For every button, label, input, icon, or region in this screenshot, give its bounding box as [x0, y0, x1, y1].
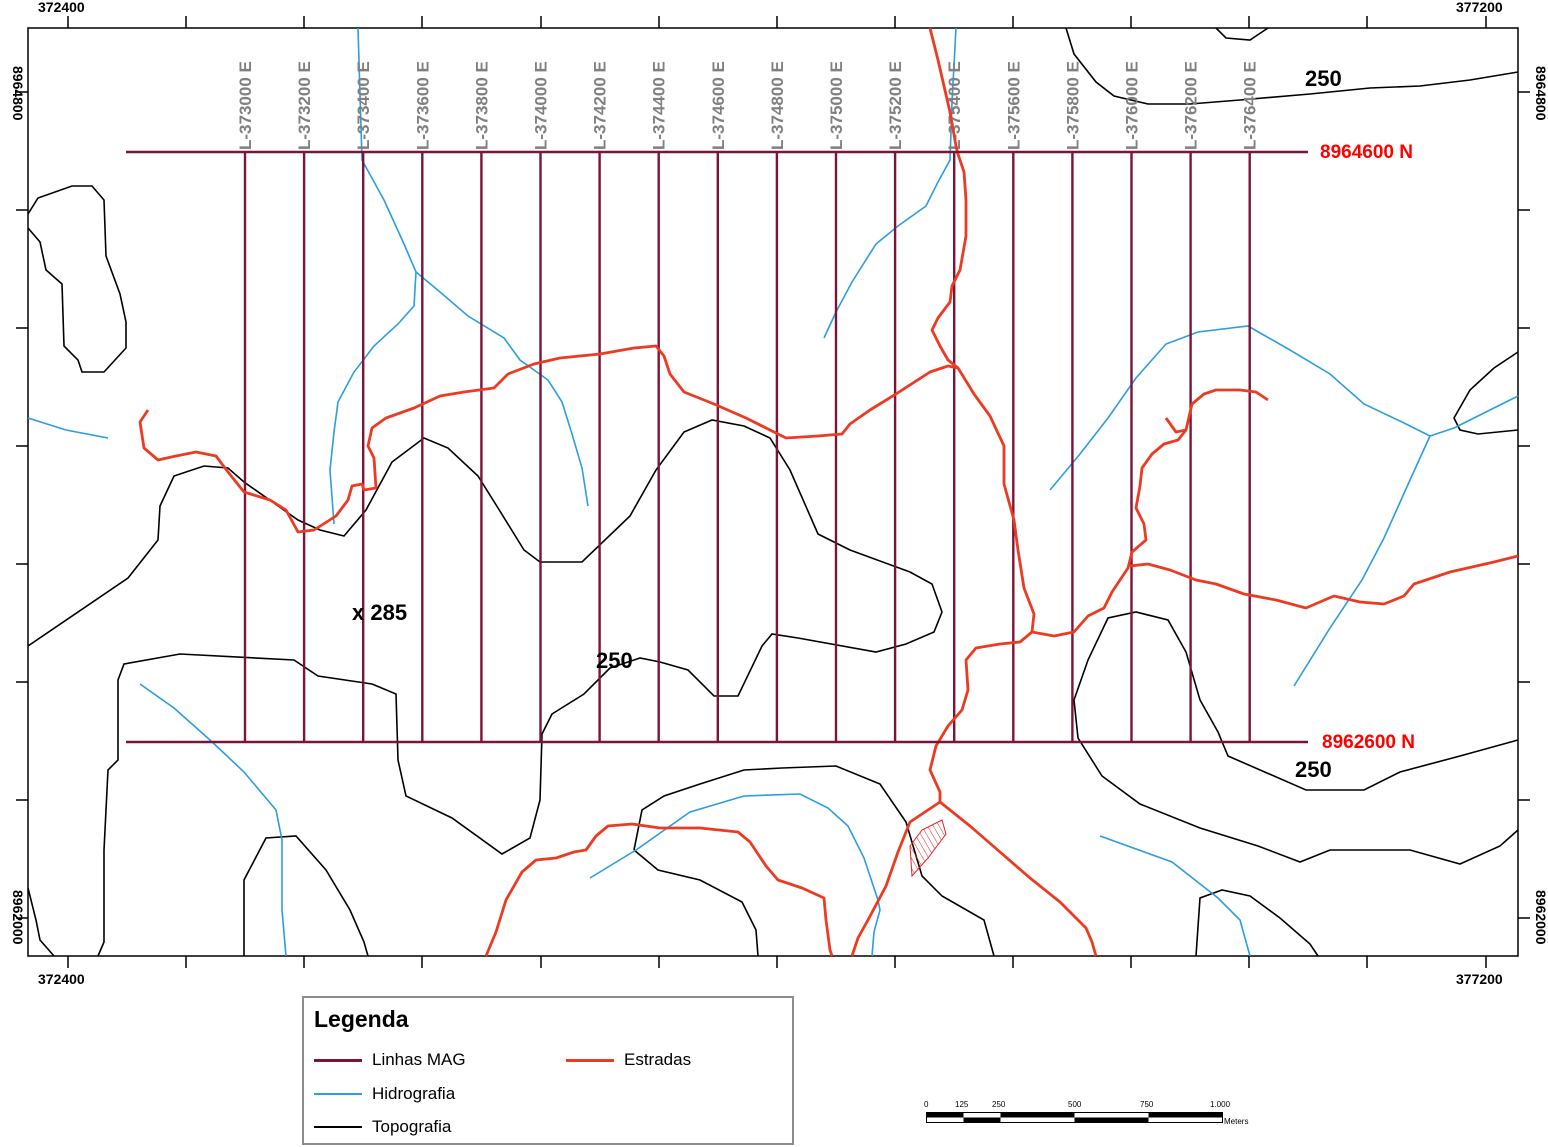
- road: [138, 344, 1036, 957]
- survey-line-label: L-376200 E: [1182, 61, 1201, 150]
- legend-swatch-line: [314, 1126, 362, 1128]
- legend-item-hidrografia: Hidrografia: [314, 1084, 455, 1104]
- survey-line-label: L-374800 E: [768, 61, 787, 150]
- coord-bottom-right: 377200: [1456, 971, 1503, 987]
- survey-line-label: L-375000 E: [827, 61, 846, 150]
- road: [1129, 554, 1519, 610]
- survey-line-label: L-374600 E: [709, 61, 728, 150]
- survey-lines-layer: L-373000 E L-373200 E L-373400 E L-373600 E…: [236, 61, 1260, 742]
- road: [484, 822, 834, 957]
- road: [939, 800, 1098, 957]
- spot-height-label: x 285: [352, 600, 407, 625]
- survey-line-label: L-375800 E: [1063, 61, 1082, 150]
- stream: [357, 27, 589, 507]
- legend-swatch-line: [314, 1058, 362, 1062]
- contour-label: 250: [1295, 757, 1332, 782]
- contour-label: 250: [1305, 66, 1342, 91]
- legend-swatch-line: [566, 1058, 614, 1062]
- coord-left-bottom: 8962000: [10, 890, 26, 945]
- roads-layer: [138, 27, 1519, 957]
- contour-label: 250: [596, 648, 633, 673]
- road: [1164, 417, 1187, 434]
- survey-line-label: L-373400 E: [354, 61, 373, 150]
- north-label-bottom: 8962600 N: [1322, 732, 1415, 753]
- contour-line: [1073, 611, 1519, 865]
- scale-tick-label: 0: [924, 1100, 929, 1109]
- survey-line-label: L-373800 E: [472, 61, 491, 150]
- survey-line-label: L-374400 E: [650, 61, 669, 150]
- legend-swatch-line: [314, 1093, 362, 1095]
- legend-label: Estradas: [624, 1050, 692, 1069]
- road: [928, 27, 968, 370]
- contour-line: [1215, 27, 1269, 41]
- legend-title: Legenda: [314, 1006, 409, 1032]
- coord-top-left: 372400: [38, 0, 85, 15]
- stream: [1099, 835, 1251, 957]
- survey-line-label: L-375400 E: [945, 61, 964, 150]
- contour-line: [243, 835, 369, 957]
- contour-line: [27, 419, 943, 957]
- contour-line: [27, 887, 55, 957]
- survey-line-label: L-374000 E: [532, 61, 551, 150]
- coord-left-top: 8964800: [10, 66, 26, 121]
- contour-line: [1453, 351, 1519, 435]
- hydrography-layer: [27, 27, 1519, 957]
- map-frame: [27, 27, 1519, 957]
- scale-tick-label: 250: [992, 1100, 1006, 1109]
- scale-units: Meters: [1224, 1117, 1249, 1126]
- coord-top-right: 377200: [1456, 0, 1503, 15]
- survey-line-label: L-376000 E: [1123, 61, 1142, 150]
- contour-line: [1195, 889, 1319, 957]
- legend: Legenda Linhas MAG Estradas Hidrografia …: [302, 996, 794, 1145]
- survey-line-label: L-373200 E: [295, 61, 314, 150]
- scale-bar-graphic: [926, 1112, 1223, 1123]
- scale-bar: 0 125 250 500 750 1.000 Meters: [922, 1100, 1252, 1130]
- stream: [329, 271, 417, 525]
- stream: [589, 793, 881, 957]
- coord-right-bottom: 8962000: [1533, 890, 1548, 945]
- stream: [823, 27, 957, 339]
- survey-line-label: L-375200 E: [886, 61, 905, 150]
- scale-tick-label: 1.000: [1210, 1100, 1231, 1109]
- survey-line-label: L-373600 E: [413, 61, 432, 150]
- topography-layer: [27, 27, 1519, 957]
- legend-item-estradas: Estradas: [566, 1050, 691, 1070]
- stream: [27, 417, 109, 439]
- hatched-area: [909, 819, 947, 878]
- contour-line: [633, 849, 759, 957]
- scale-tick-label: 125: [955, 1100, 969, 1109]
- survey-line-label: L-373000 E: [236, 61, 255, 150]
- survey-line-label: L-374200 E: [591, 61, 610, 150]
- legend-item-topografia: Topografia: [314, 1117, 451, 1137]
- legend-label: Topografia: [372, 1117, 452, 1136]
- north-label-top: 8964600 N: [1320, 142, 1413, 163]
- contour-line: [633, 765, 995, 957]
- contour-line: [27, 185, 127, 373]
- coord-right-top: 8964800: [1533, 66, 1548, 121]
- stream: [139, 683, 287, 957]
- survey-line-label: L-376400 E: [1241, 61, 1260, 150]
- frame-ticks: [16, 16, 1530, 968]
- legend-label: Hidrografia: [372, 1084, 456, 1103]
- stream: [1049, 325, 1519, 491]
- coord-bottom-left: 372400: [38, 971, 85, 987]
- scale-tick-label: 750: [1140, 1100, 1154, 1109]
- legend-item-linhas-mag: Linhas MAG: [314, 1050, 466, 1070]
- road: [1031, 388, 1269, 638]
- contour-line: [1065, 27, 1519, 105]
- scale-tick-label: 500: [1068, 1100, 1082, 1109]
- legend-label: Linhas MAG: [372, 1050, 466, 1069]
- stream: [1293, 435, 1431, 687]
- survey-line-label: L-375600 E: [1004, 61, 1023, 150]
